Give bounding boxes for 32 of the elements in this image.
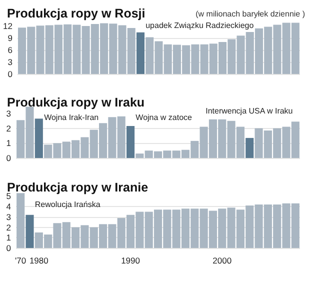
annotation: Rewolucja Irańska [34,200,101,209]
x-tick-label: '70 [15,256,26,266]
y-tick-label: 4 [6,202,12,212]
bar [26,214,34,248]
annotation: upadek Związku Radzieckiego [146,20,254,30]
y-tick-label: 2 [6,123,12,134]
y-tick-label: 6 [8,45,13,55]
y-tick-label: 2 [6,222,12,232]
annotation: Wojna w zatoce [136,112,193,122]
y-tick-label: 1 [6,138,12,148]
y-tick-label: 3 [8,57,13,67]
x-tick-label: 2000 [212,256,232,266]
annotation: Interwencja USA w Iraku [206,106,293,116]
chart-subtitle: (w milionach baryłek dziennie ) [196,10,306,18]
y-tick-label: 9 [8,33,13,43]
bar [126,126,135,158]
chart-title: Produkcja ropy w Rosji [7,6,146,20]
x-tick-label: 1980 [29,256,49,266]
y-tick-label: 3 [6,108,12,118]
y-tick-label: 0 [8,69,13,79]
bar [136,32,145,74]
chart-title: Produkcja ropy w Iraku [7,96,145,110]
y-tick-label: 3 [6,212,12,222]
bar [16,193,25,248]
y-tick-label: 1 [6,232,12,243]
annotation: Wojna Irak-Iran [44,112,99,122]
y-tick-label: 0 [6,153,12,163]
bar [246,138,254,158]
bar [34,118,43,158]
x-tick-label: 1990 [121,256,140,266]
y-tick-label: 0 [6,243,12,253]
y-tick-label: 12 [2,21,13,31]
